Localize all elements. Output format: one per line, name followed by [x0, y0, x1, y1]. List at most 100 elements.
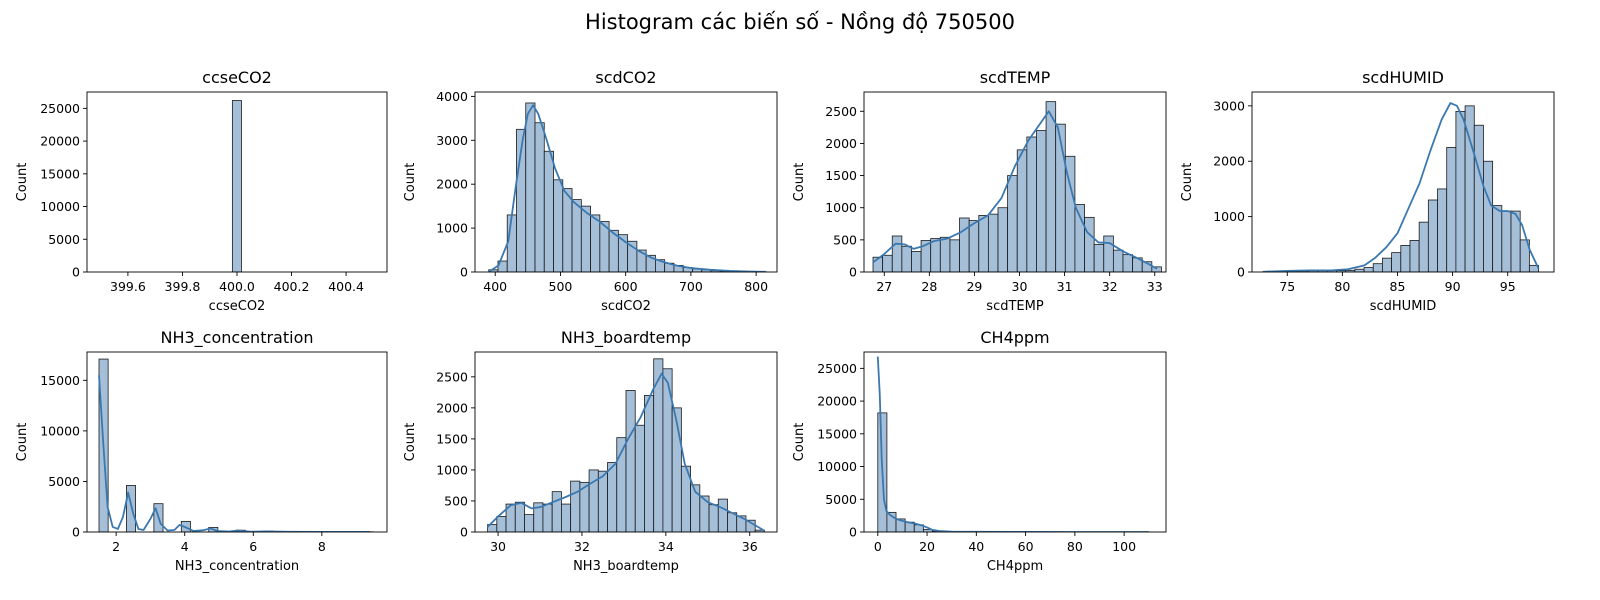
axes-frame: [86, 351, 388, 533]
y-tick-label: 5000: [825, 492, 857, 507]
kde-line: [486, 372, 765, 532]
panel-ccseco2: 399.6 399.8 400.0 400.2 400.4 0 5000 10000 15000…: [15, 68, 388, 314]
histogram-bar: [1455, 110, 1466, 272]
x-tick-label: 60: [1018, 539, 1034, 554]
histogram-bar: [580, 205, 591, 272]
histogram-bar: [1055, 123, 1066, 272]
x-tick-label: 30: [490, 539, 506, 554]
y-tick-label: 0: [460, 525, 468, 540]
y-tick-label: 10000: [40, 199, 80, 214]
axes-frame: [1251, 91, 1555, 273]
histogram-bar: [959, 217, 970, 272]
x-tick-label: 30: [1012, 279, 1028, 294]
kde-line: [488, 104, 766, 272]
histogram-bar: [634, 424, 645, 532]
histogram-bar: [231, 100, 242, 272]
kde-line: [1262, 102, 1540, 272]
x-tick-label: 95: [1500, 279, 1516, 294]
histogram-bar: [1372, 263, 1383, 272]
histogram-bar: [1446, 146, 1457, 272]
x-axis-label: NH3_boardtemp: [573, 559, 679, 574]
bars: [877, 412, 1152, 532]
bars: [98, 358, 374, 532]
y-tick-label: 5000: [48, 474, 80, 489]
histogram-bar: [1391, 252, 1402, 272]
histogram-bar: [1519, 239, 1530, 272]
histogram-bar: [570, 480, 581, 532]
y-tick-label: 15000: [40, 166, 80, 181]
panel-nh3-boardtemp: 30 32 34 36 0 500 1000 1500 2000 2500 NH3_boardtem…: [403, 328, 778, 574]
y-tick-label: 15000: [817, 426, 857, 441]
histogram-bar: [514, 501, 525, 532]
x-tick-label: 36: [742, 539, 758, 554]
histogram-bar: [525, 102, 536, 272]
x-tick-label: 32: [574, 539, 590, 554]
histogram-bar: [534, 122, 545, 272]
histogram-bar: [1112, 249, 1124, 272]
histogram-bar: [1382, 257, 1393, 272]
bars: [1262, 105, 1539, 272]
bars: [487, 358, 765, 532]
histogram-bar: [561, 503, 572, 532]
x-axis-label: scdTEMP: [986, 299, 1044, 314]
y-tick-label: 500: [444, 493, 468, 508]
y-tick-label: 2500: [436, 369, 468, 384]
y-tick-label: 0: [460, 265, 468, 280]
histogram-bar: [949, 239, 960, 272]
histogram-bar: [968, 220, 980, 272]
panel-ch4ppm: 0 20 40 60 80 100 0 5000 10000 15000 20000 25000 CH4…: [792, 328, 1167, 574]
histogram-bar: [891, 235, 903, 272]
y-axis-label: Count: [792, 163, 807, 202]
histogram-bar: [882, 254, 893, 272]
x-tick-label: 399.8: [165, 279, 201, 294]
kde-line: [98, 375, 370, 532]
y-tick-label: 25000: [40, 101, 80, 116]
y-axis-label: Count: [403, 423, 418, 462]
y-tick-label: 20000: [40, 134, 80, 149]
axes-frame: [474, 351, 778, 533]
y-tick-label: 1500: [436, 431, 468, 446]
x-tick-label: 500: [549, 279, 573, 294]
panel-scdhumid: 75 80 85 90 95 0 1000 2000 3000 scdHUMID scdHUMID C…: [1180, 68, 1555, 314]
y-tick-label: 2000: [825, 136, 857, 151]
histogram-bar: [1427, 199, 1438, 272]
x-tick-label: 80: [1067, 539, 1083, 554]
bars: [872, 101, 1162, 272]
panel-title: ccseCO2: [202, 68, 272, 87]
x-tick-label: 2: [112, 539, 120, 554]
histogram-bar: [1007, 175, 1018, 272]
histogram-bar: [717, 498, 728, 532]
y-tick-label: 0: [849, 265, 857, 280]
kde-line: [872, 110, 1158, 270]
y-tick-label: 3000: [1213, 98, 1245, 113]
x-tick-label: 400: [483, 279, 507, 294]
x-tick-label: 100: [1112, 539, 1136, 554]
x-axis-label: CH4ppm: [987, 559, 1043, 574]
y-tick-label: 4000: [436, 89, 468, 104]
histogram-bar: [625, 390, 636, 532]
y-axis-label: Count: [792, 423, 807, 462]
histogram-bar: [1492, 205, 1503, 272]
y-tick-label: 25000: [817, 361, 857, 376]
panel-title: scdTEMP: [980, 68, 1051, 87]
panel-scdtemp: 27 28 29 30 31 32 33 0 500 1000 1500 2000 2500 scdTEM…: [792, 68, 1167, 314]
x-tick-label: 33: [1147, 279, 1163, 294]
histogram-bar: [939, 236, 951, 272]
histogram-bar: [542, 503, 553, 532]
y-axis-label: Count: [403, 163, 418, 202]
y-tick-label: 1000: [1213, 209, 1245, 224]
histogram-bar: [1418, 221, 1429, 272]
y-tick-label: 2000: [1213, 154, 1245, 169]
y-axis-label: Count: [1180, 163, 1195, 202]
x-tick-label: 400.0: [219, 279, 255, 294]
y-tick-label: 0: [72, 525, 80, 540]
histogram-bar: [551, 491, 562, 532]
histogram-bar: [930, 238, 941, 272]
histogram-grid: 399.6 399.8 400.0 400.2 400.4050001000015000…: [15, 68, 1555, 574]
x-tick-label: 600: [614, 279, 638, 294]
panel-title: NH3_boardtemp: [561, 328, 691, 348]
histogram-bar: [987, 213, 999, 272]
x-tick-label: 400.4: [328, 279, 364, 294]
x-tick-label: 28: [921, 279, 937, 294]
x-tick-label: 29: [966, 279, 982, 294]
